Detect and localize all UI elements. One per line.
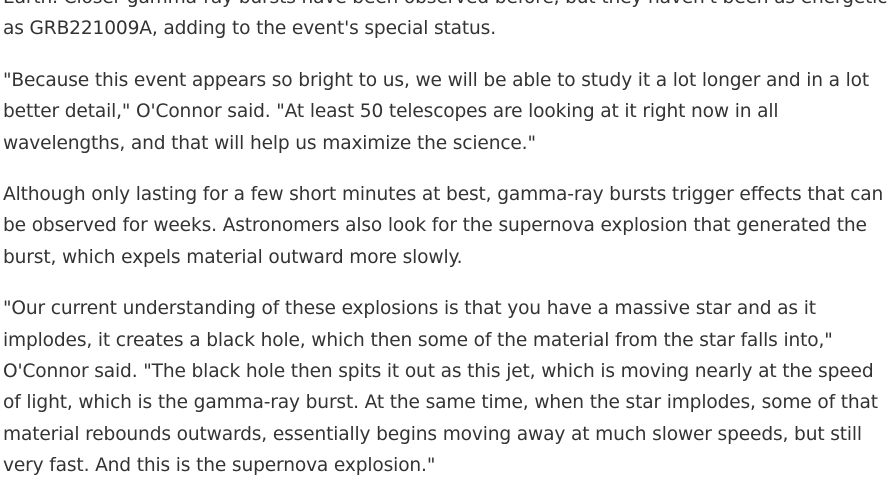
article-paragraph-3: Although only lasting for a few short mi…: [3, 184, 884, 268]
article-body: Earth. Closer gamma-ray bursts have been…: [3, 0, 889, 502]
article-paragraph-1: Earth. Closer gamma-ray bursts have been…: [3, 0, 887, 40]
article-paragraph-4: "Our current understanding of these expl…: [3, 298, 878, 477]
article-paragraph-2: "Because this event appears so bright to…: [3, 69, 870, 154]
